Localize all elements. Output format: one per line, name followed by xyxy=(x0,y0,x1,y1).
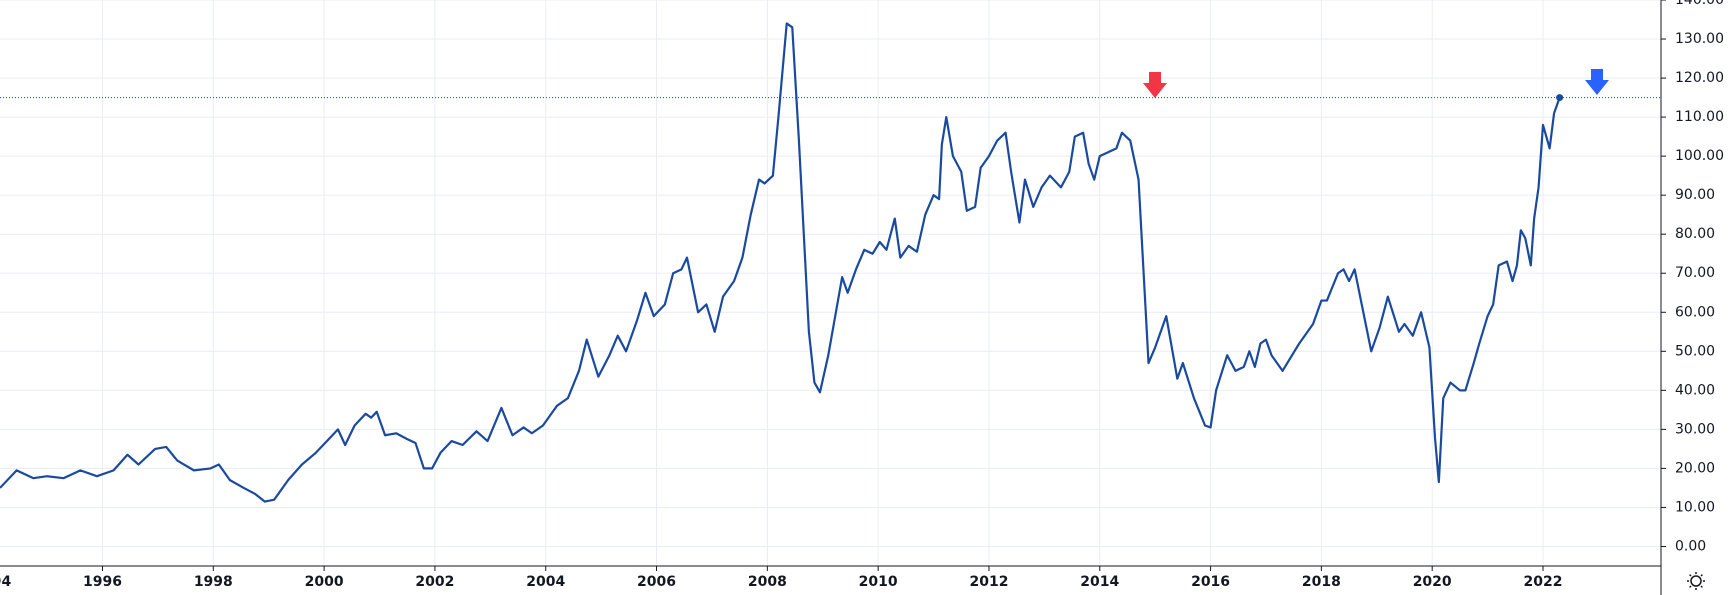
plot-area xyxy=(0,22,1661,503)
y-tick-label: 110.00 xyxy=(1675,109,1724,125)
x-tick-label: 2004 xyxy=(526,574,565,590)
price-line xyxy=(0,22,1561,503)
x-tick-label: 2012 xyxy=(969,574,1008,590)
y-tick-label: 10.00 xyxy=(1675,499,1715,515)
x-tick-label: 2006 xyxy=(637,574,676,590)
y-tick-label: 60.00 xyxy=(1675,304,1715,320)
settings-icon[interactable] xyxy=(1687,572,1705,590)
x-tick-label: 1998 xyxy=(194,574,233,590)
x-tick-label: 2010 xyxy=(859,574,898,590)
y-tick-label: 40.00 xyxy=(1675,382,1715,398)
x-tick-label: 1994 xyxy=(0,574,11,590)
x-tick-label: 2022 xyxy=(1524,574,1563,590)
y-tick-label: 0.00 xyxy=(1675,538,1706,554)
x-tick-label: 1996 xyxy=(83,574,122,590)
x-tick-label: 2000 xyxy=(305,574,344,590)
x-tick-label: 2016 xyxy=(1191,574,1230,590)
y-tick-label: 140.00 xyxy=(1675,0,1724,8)
x-tick-label: 2014 xyxy=(1080,574,1119,590)
y-tick-label: 80.00 xyxy=(1675,226,1715,242)
x-tick-label: 2008 xyxy=(748,574,787,590)
y-tick-label: 30.00 xyxy=(1675,421,1715,437)
y-tick-label: 120.00 xyxy=(1675,70,1724,86)
blue-arrow-marker xyxy=(1585,69,1609,95)
y-tick-label: 70.00 xyxy=(1675,265,1715,281)
red-arrow-marker xyxy=(1143,72,1167,98)
y-tick-label: 90.00 xyxy=(1675,187,1715,203)
x-tick-label: 2018 xyxy=(1302,574,1341,590)
x-tick-label: 2020 xyxy=(1413,574,1452,590)
last-price-dot xyxy=(1556,94,1564,102)
x-tick-label: 2002 xyxy=(415,574,454,590)
y-tick-label: 130.00 xyxy=(1675,31,1724,47)
y-tick-label: 50.00 xyxy=(1675,343,1715,359)
y-tick-label: 100.00 xyxy=(1675,148,1724,164)
grid xyxy=(0,0,1661,566)
y-tick-label: 20.00 xyxy=(1675,460,1715,476)
